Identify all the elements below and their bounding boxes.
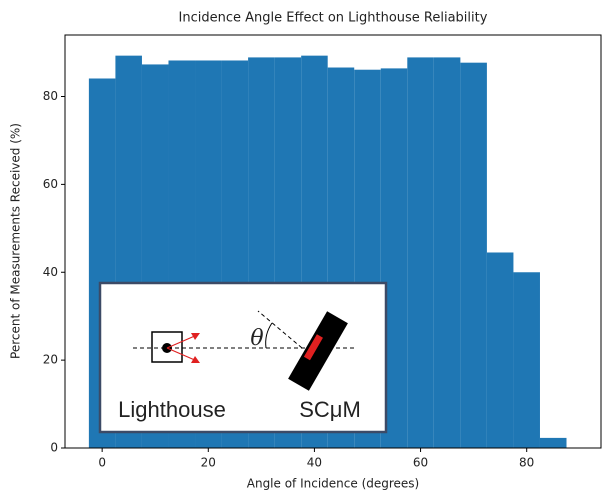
incidence-line	[257, 310, 303, 349]
angle-arc	[265, 322, 273, 349]
bar	[539, 437, 567, 448]
angle-label: θ	[250, 326, 263, 351]
y-tick-label: 80	[43, 89, 58, 103]
y-tick-label: 0	[50, 441, 58, 455]
ray	[166, 347, 198, 362]
chart-title: Incidence Angle Effect on Lighthouse Rel…	[179, 11, 488, 26]
x-tick-label: 0	[98, 456, 106, 470]
sensor-photodiode	[303, 334, 323, 361]
x-axis-label: Angle of Incidence (degrees)	[247, 477, 420, 491]
y-axis-label: Percent of Measurements Received (%)	[9, 123, 23, 359]
axes-frame	[64, 34, 602, 449]
lighthouse-box	[151, 331, 183, 363]
y-tick-label: 20	[43, 353, 58, 367]
x-tick-label: 60	[413, 456, 428, 470]
inset-box	[98, 281, 388, 434]
y-tick-label: 60	[43, 177, 58, 191]
sensor-body	[288, 311, 348, 391]
arrowhead	[191, 333, 200, 340]
y-tick-label: 40	[43, 265, 58, 279]
inset-diagram: θ Lighthouse SCμM	[98, 281, 388, 434]
x-tick-label: 80	[519, 456, 534, 470]
lighthouse-label: Lighthouse	[118, 397, 226, 422]
arrowhead	[191, 356, 200, 363]
ray	[166, 334, 198, 349]
bar	[460, 62, 487, 449]
bar	[486, 252, 514, 448]
x-tick-label: 40	[307, 456, 322, 470]
bar	[407, 57, 434, 449]
sensor-label: SCμM	[299, 397, 361, 422]
bar	[433, 57, 461, 449]
bar	[513, 272, 540, 448]
x-tick-label: 20	[201, 456, 216, 470]
